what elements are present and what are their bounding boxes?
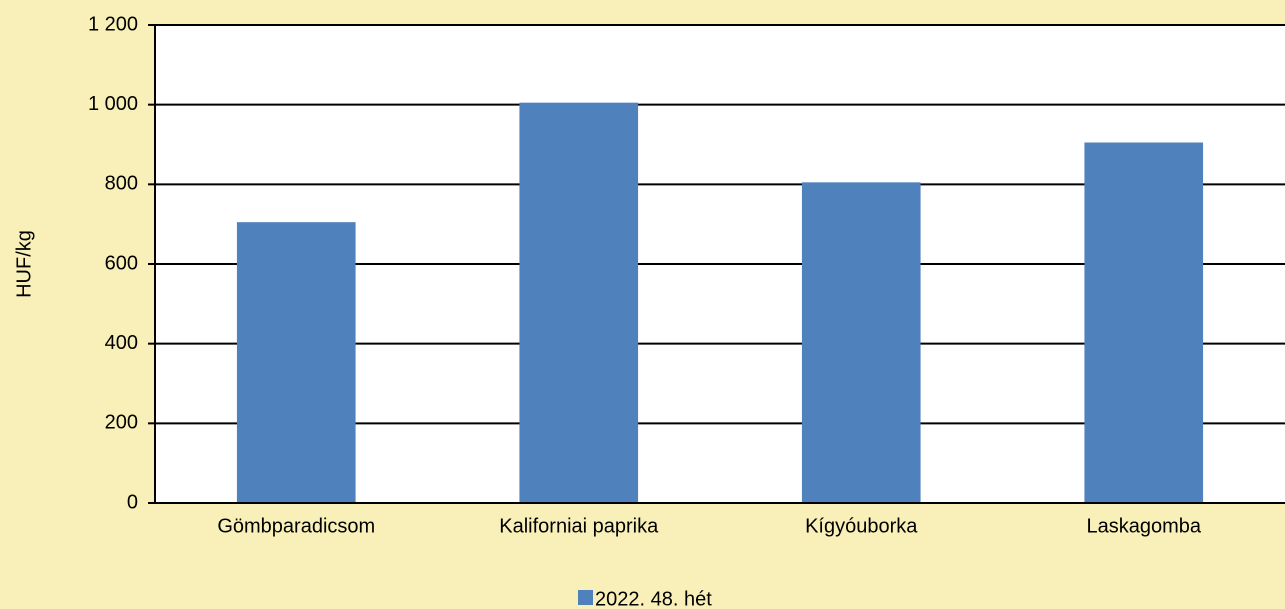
bar xyxy=(519,102,639,504)
y-tick-label: 400 xyxy=(105,332,138,354)
bar xyxy=(1084,142,1204,503)
bar xyxy=(801,182,921,503)
y-axis-label: HUF/kg xyxy=(13,230,35,298)
x-tick-label: Gömbparadicsom xyxy=(217,515,375,537)
y-tick-label: 600 xyxy=(105,252,138,274)
x-tick-label: Kaliforniai paprika xyxy=(499,515,659,537)
y-tick-label: 800 xyxy=(105,173,138,195)
x-tick-label: Laskagomba xyxy=(1086,515,1201,537)
y-tick-label: 200 xyxy=(105,412,138,434)
legend-swatch xyxy=(578,590,593,605)
legend-label: 2022. 48. hét xyxy=(595,588,712,609)
y-tick-label: 1 200 xyxy=(88,13,138,35)
y-tick-label: 1 000 xyxy=(88,93,138,115)
x-tick-label: Kígyóuborka xyxy=(805,515,918,537)
bar xyxy=(236,222,356,504)
y-tick-label: 0 xyxy=(127,491,138,513)
